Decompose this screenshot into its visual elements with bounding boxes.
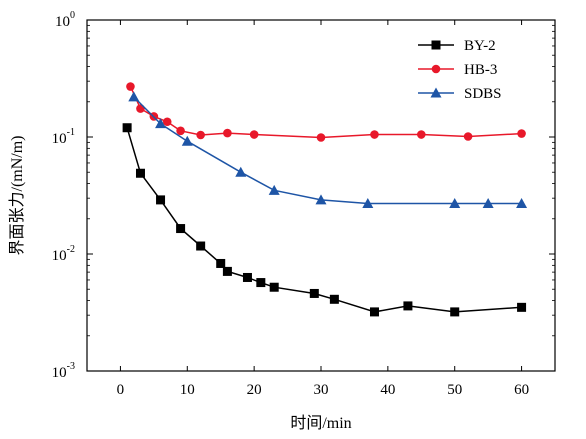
legend-item: BY-2 <box>418 38 496 54</box>
data-point <box>269 282 279 292</box>
data-point <box>196 130 205 140</box>
legend-label: HB-3 <box>464 62 497 78</box>
data-point <box>162 117 172 127</box>
data-point <box>242 272 252 282</box>
data-point <box>268 184 280 195</box>
x-tick-label: 10 <box>180 382 195 398</box>
series-by-2 <box>122 123 527 317</box>
data-point <box>329 294 339 304</box>
y-tick-label: 100 <box>55 10 75 30</box>
y-tick-label: 10-2 <box>52 244 75 264</box>
legend-item: HB-3 <box>418 62 497 78</box>
data-point <box>216 258 226 268</box>
data-point <box>463 132 473 141</box>
series-line <box>129 86 522 139</box>
data-point <box>135 168 145 178</box>
legend-marker <box>430 87 442 98</box>
x-tick-label: 30 <box>314 382 329 398</box>
data-point <box>181 135 193 146</box>
y-tick-label: 10-3 <box>52 361 75 381</box>
series-hb-3 <box>126 82 526 142</box>
y-axis-title: 界面张力/(mN/m) <box>8 136 26 256</box>
axes: 0 10 20 30 40 50 60 100 10-1 10-2 10-3 <box>52 10 556 398</box>
data-point <box>482 198 494 209</box>
data-point <box>249 130 259 139</box>
x-axis-title: 时间/min <box>290 414 351 432</box>
data-point <box>136 104 145 113</box>
data-point <box>517 302 527 312</box>
x-tick-label: 50 <box>447 382 462 398</box>
data-point <box>403 301 413 311</box>
legend-marker <box>431 64 441 74</box>
data-point <box>416 130 426 139</box>
y-tick-label: 10-1 <box>52 127 75 147</box>
data-point <box>309 288 319 298</box>
data-point <box>122 123 132 133</box>
data-point <box>449 198 461 209</box>
legend-label: SDBS <box>464 86 502 102</box>
legend-item: SDBS <box>418 86 502 102</box>
x-tick-label: 20 <box>247 382 262 398</box>
series-sdbs <box>128 91 528 209</box>
data-point <box>450 307 460 317</box>
data-point <box>316 133 326 142</box>
data-point <box>156 195 166 205</box>
data-point <box>517 129 526 138</box>
x-tick-label: 40 <box>380 382 395 398</box>
data-point <box>256 278 266 288</box>
data-point <box>155 118 167 129</box>
x-tick-label: 0 <box>117 382 125 398</box>
data-point <box>176 126 185 136</box>
legend-marker <box>431 40 441 50</box>
legend: BY-2 HB-3 SDBS <box>418 38 502 102</box>
data-point <box>196 241 206 251</box>
series-line <box>133 96 522 205</box>
data-point <box>516 198 528 209</box>
data-point <box>315 194 327 205</box>
data-point <box>176 224 186 234</box>
data-point <box>235 166 247 177</box>
data-point <box>126 82 135 91</box>
series-line <box>126 127 522 313</box>
series-layer <box>122 82 528 317</box>
x-tick-label: 60 <box>514 382 529 398</box>
data-point <box>222 266 232 276</box>
data-point <box>369 307 379 317</box>
data-point <box>128 91 140 102</box>
data-point <box>370 130 379 139</box>
data-point <box>362 198 374 209</box>
legend-label: BY-2 <box>464 38 496 54</box>
data-point <box>223 128 232 138</box>
